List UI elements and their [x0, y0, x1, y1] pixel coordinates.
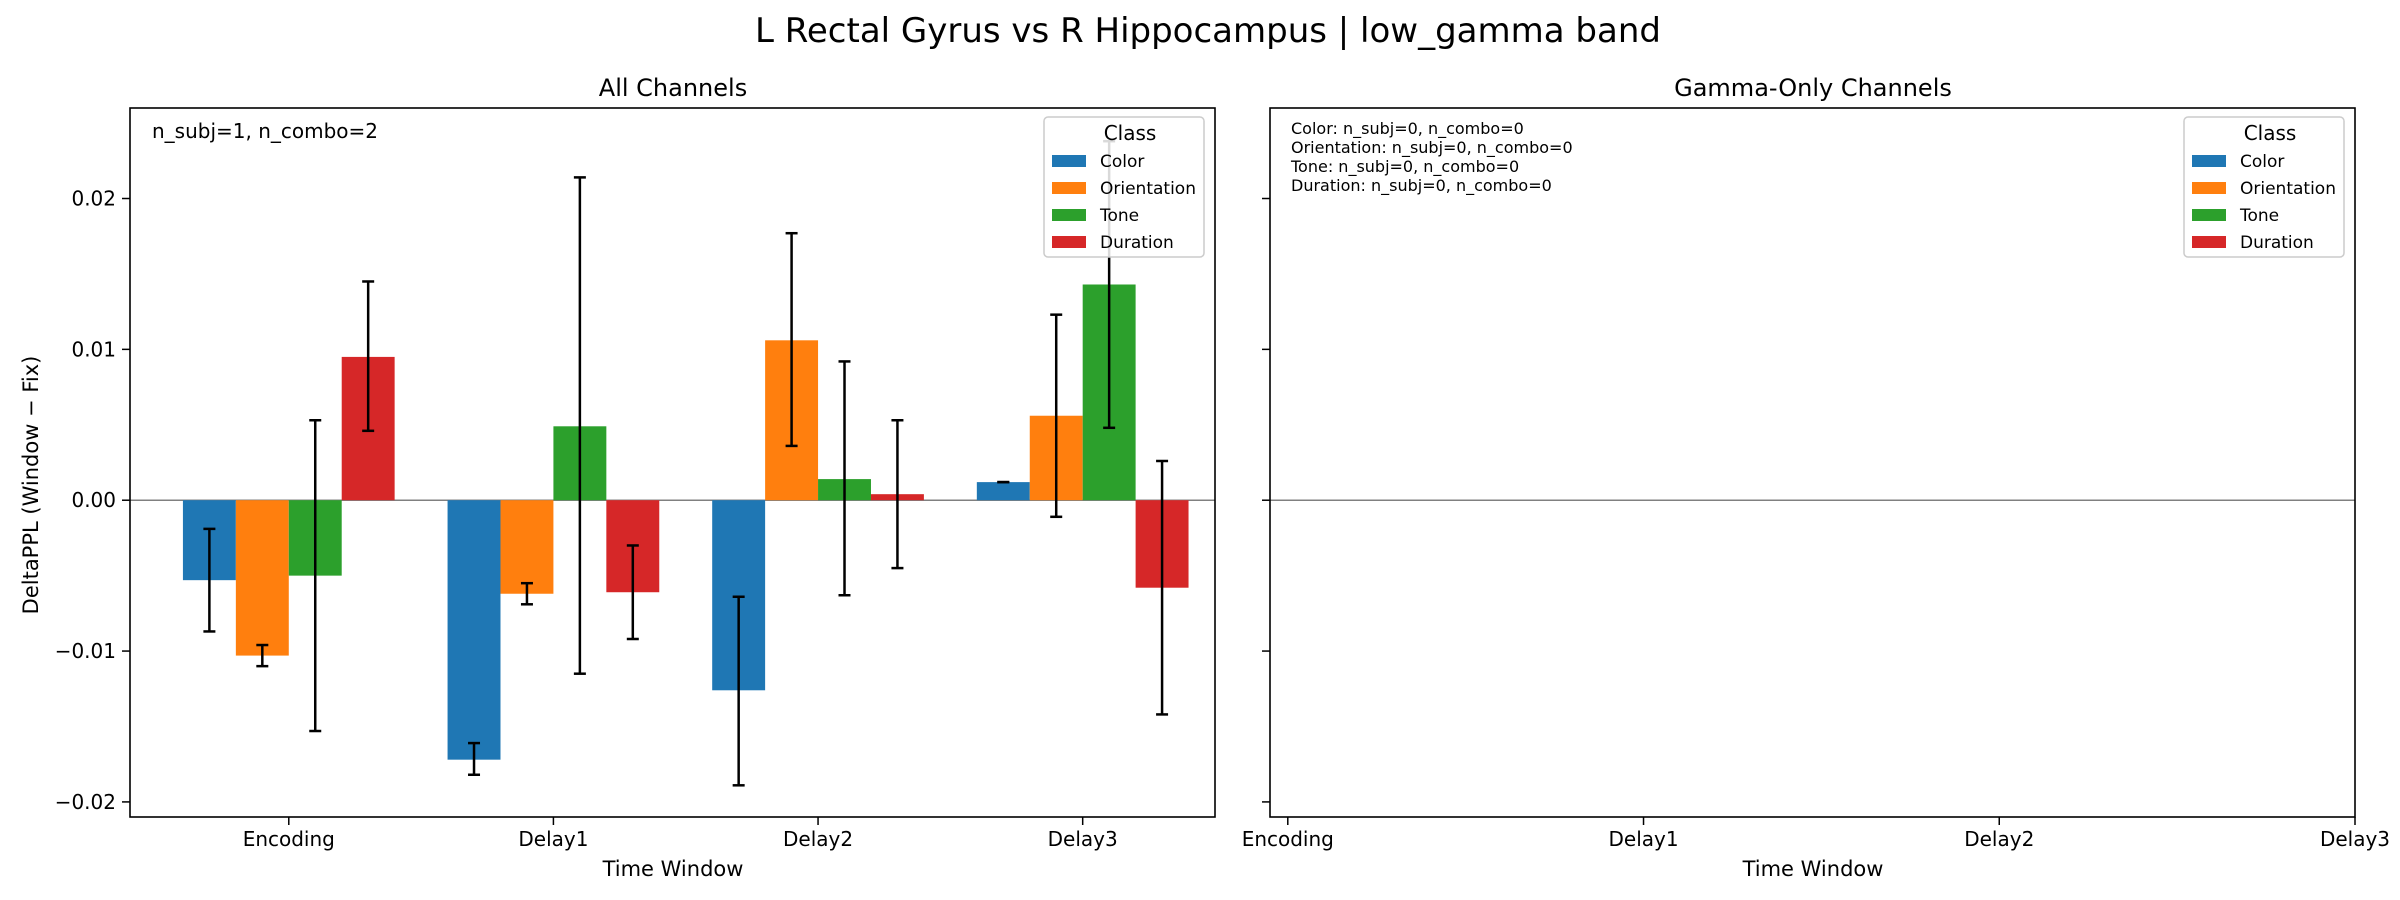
- legend-label-color: Color: [2240, 152, 2284, 172]
- all-channels-frame: [129, 107, 1216, 818]
- figure-title: L Rectal Gyrus vs R Hippocampus | low_ga…: [755, 11, 1661, 51]
- gamma-only-legend: Class Color Orientation Tone Duration: [2183, 116, 2345, 258]
- legend-swatch-tone: [1052, 209, 1086, 221]
- legend-swatch-duration: [1052, 236, 1086, 248]
- legend-label-tone: Tone: [1099, 206, 1139, 226]
- x-tick-label: Delay1: [518, 827, 588, 851]
- all-channels-axes: −0.02 −0.01 0.00 0.01 0.02 Encoding Delay1 Dela…: [55, 187, 1118, 851]
- gamma-only-panel: Gamma-Only Channels Time Window Color: n…: [1242, 74, 2390, 881]
- annotation-line: Tone: n_subj=0, n_combo=0: [1290, 157, 1519, 177]
- legend-swatch-duration: [2192, 236, 2226, 248]
- x-tick-label: Delay1: [1608, 827, 1678, 851]
- bar-color-delay3: [976, 482, 1030, 501]
- legend-title: Class: [2244, 121, 2297, 145]
- all-channels-annotation: n_subj=1, n_combo=2: [152, 119, 378, 143]
- x-tick-label: Delay2: [1964, 827, 2034, 851]
- bar-orientation-encoding: [235, 500, 289, 656]
- y-tick-label: −0.01: [55, 639, 116, 663]
- legend-label-color: Color: [1100, 152, 1144, 172]
- legend-swatch-orientation: [2192, 182, 2226, 194]
- annotation-line: Orientation: n_subj=0, n_combo=0: [1291, 138, 1573, 158]
- legend-swatch-color: [2192, 155, 2226, 167]
- legend-swatch-orientation: [1052, 182, 1086, 194]
- legend-label-orientation: Orientation: [1100, 179, 1196, 199]
- gamma-only-axes: Encoding Delay1 Delay2 Delay3: [1242, 197, 2390, 851]
- x-tick-label: Delay2: [783, 827, 853, 851]
- legend-title: Class: [1104, 121, 1157, 145]
- y-tick-label: 0.02: [71, 187, 116, 211]
- all-channels-legend: Class Color Orientation Tone Duration: [1043, 116, 1205, 258]
- all-channels-panel: All Channels Time Window DeltaPPL (Windo…: [19, 74, 1216, 881]
- bar-color-delay1: [447, 500, 501, 760]
- x-tick-label: Encoding: [243, 827, 335, 851]
- y-tick-label: 0.01: [71, 337, 116, 361]
- axes-frame: [129, 107, 1216, 818]
- all-channels-title: All Channels: [599, 74, 747, 102]
- annotation-line: Duration: n_subj=0, n_combo=0: [1291, 176, 1552, 196]
- gamma-only-xlabel: Time Window: [1742, 857, 1884, 881]
- legend-swatch-tone: [2192, 209, 2226, 221]
- all-channels-ylabel: DeltaPPL (Window − Fix): [19, 356, 43, 615]
- x-tick-label: Delay3: [1048, 827, 1118, 851]
- legend-swatch-color: [1052, 155, 1086, 167]
- all-channels-xlabel: Time Window: [602, 857, 744, 881]
- legend-label-duration: Duration: [1100, 233, 1174, 253]
- legend-label-orientation: Orientation: [2240, 179, 2336, 199]
- annotation-line: Color: n_subj=0, n_combo=0: [1291, 119, 1524, 139]
- legend-box: [2183, 116, 2345, 258]
- gamma-only-frame: [1269, 107, 2356, 818]
- legend-label-duration: Duration: [2240, 233, 2314, 253]
- legend-box: [1043, 116, 1205, 258]
- bar-orientation-delay1: [500, 500, 554, 594]
- legend-label-tone: Tone: [2239, 206, 2279, 226]
- x-tick-label: Delay3: [2320, 827, 2390, 851]
- axes-frame: [1269, 107, 2356, 818]
- y-tick-label: −0.02: [55, 790, 116, 814]
- x-tick-label: Encoding: [1242, 827, 1334, 851]
- gamma-only-title: Gamma-Only Channels: [1674, 74, 1952, 102]
- y-tick-label: 0.00: [71, 488, 116, 512]
